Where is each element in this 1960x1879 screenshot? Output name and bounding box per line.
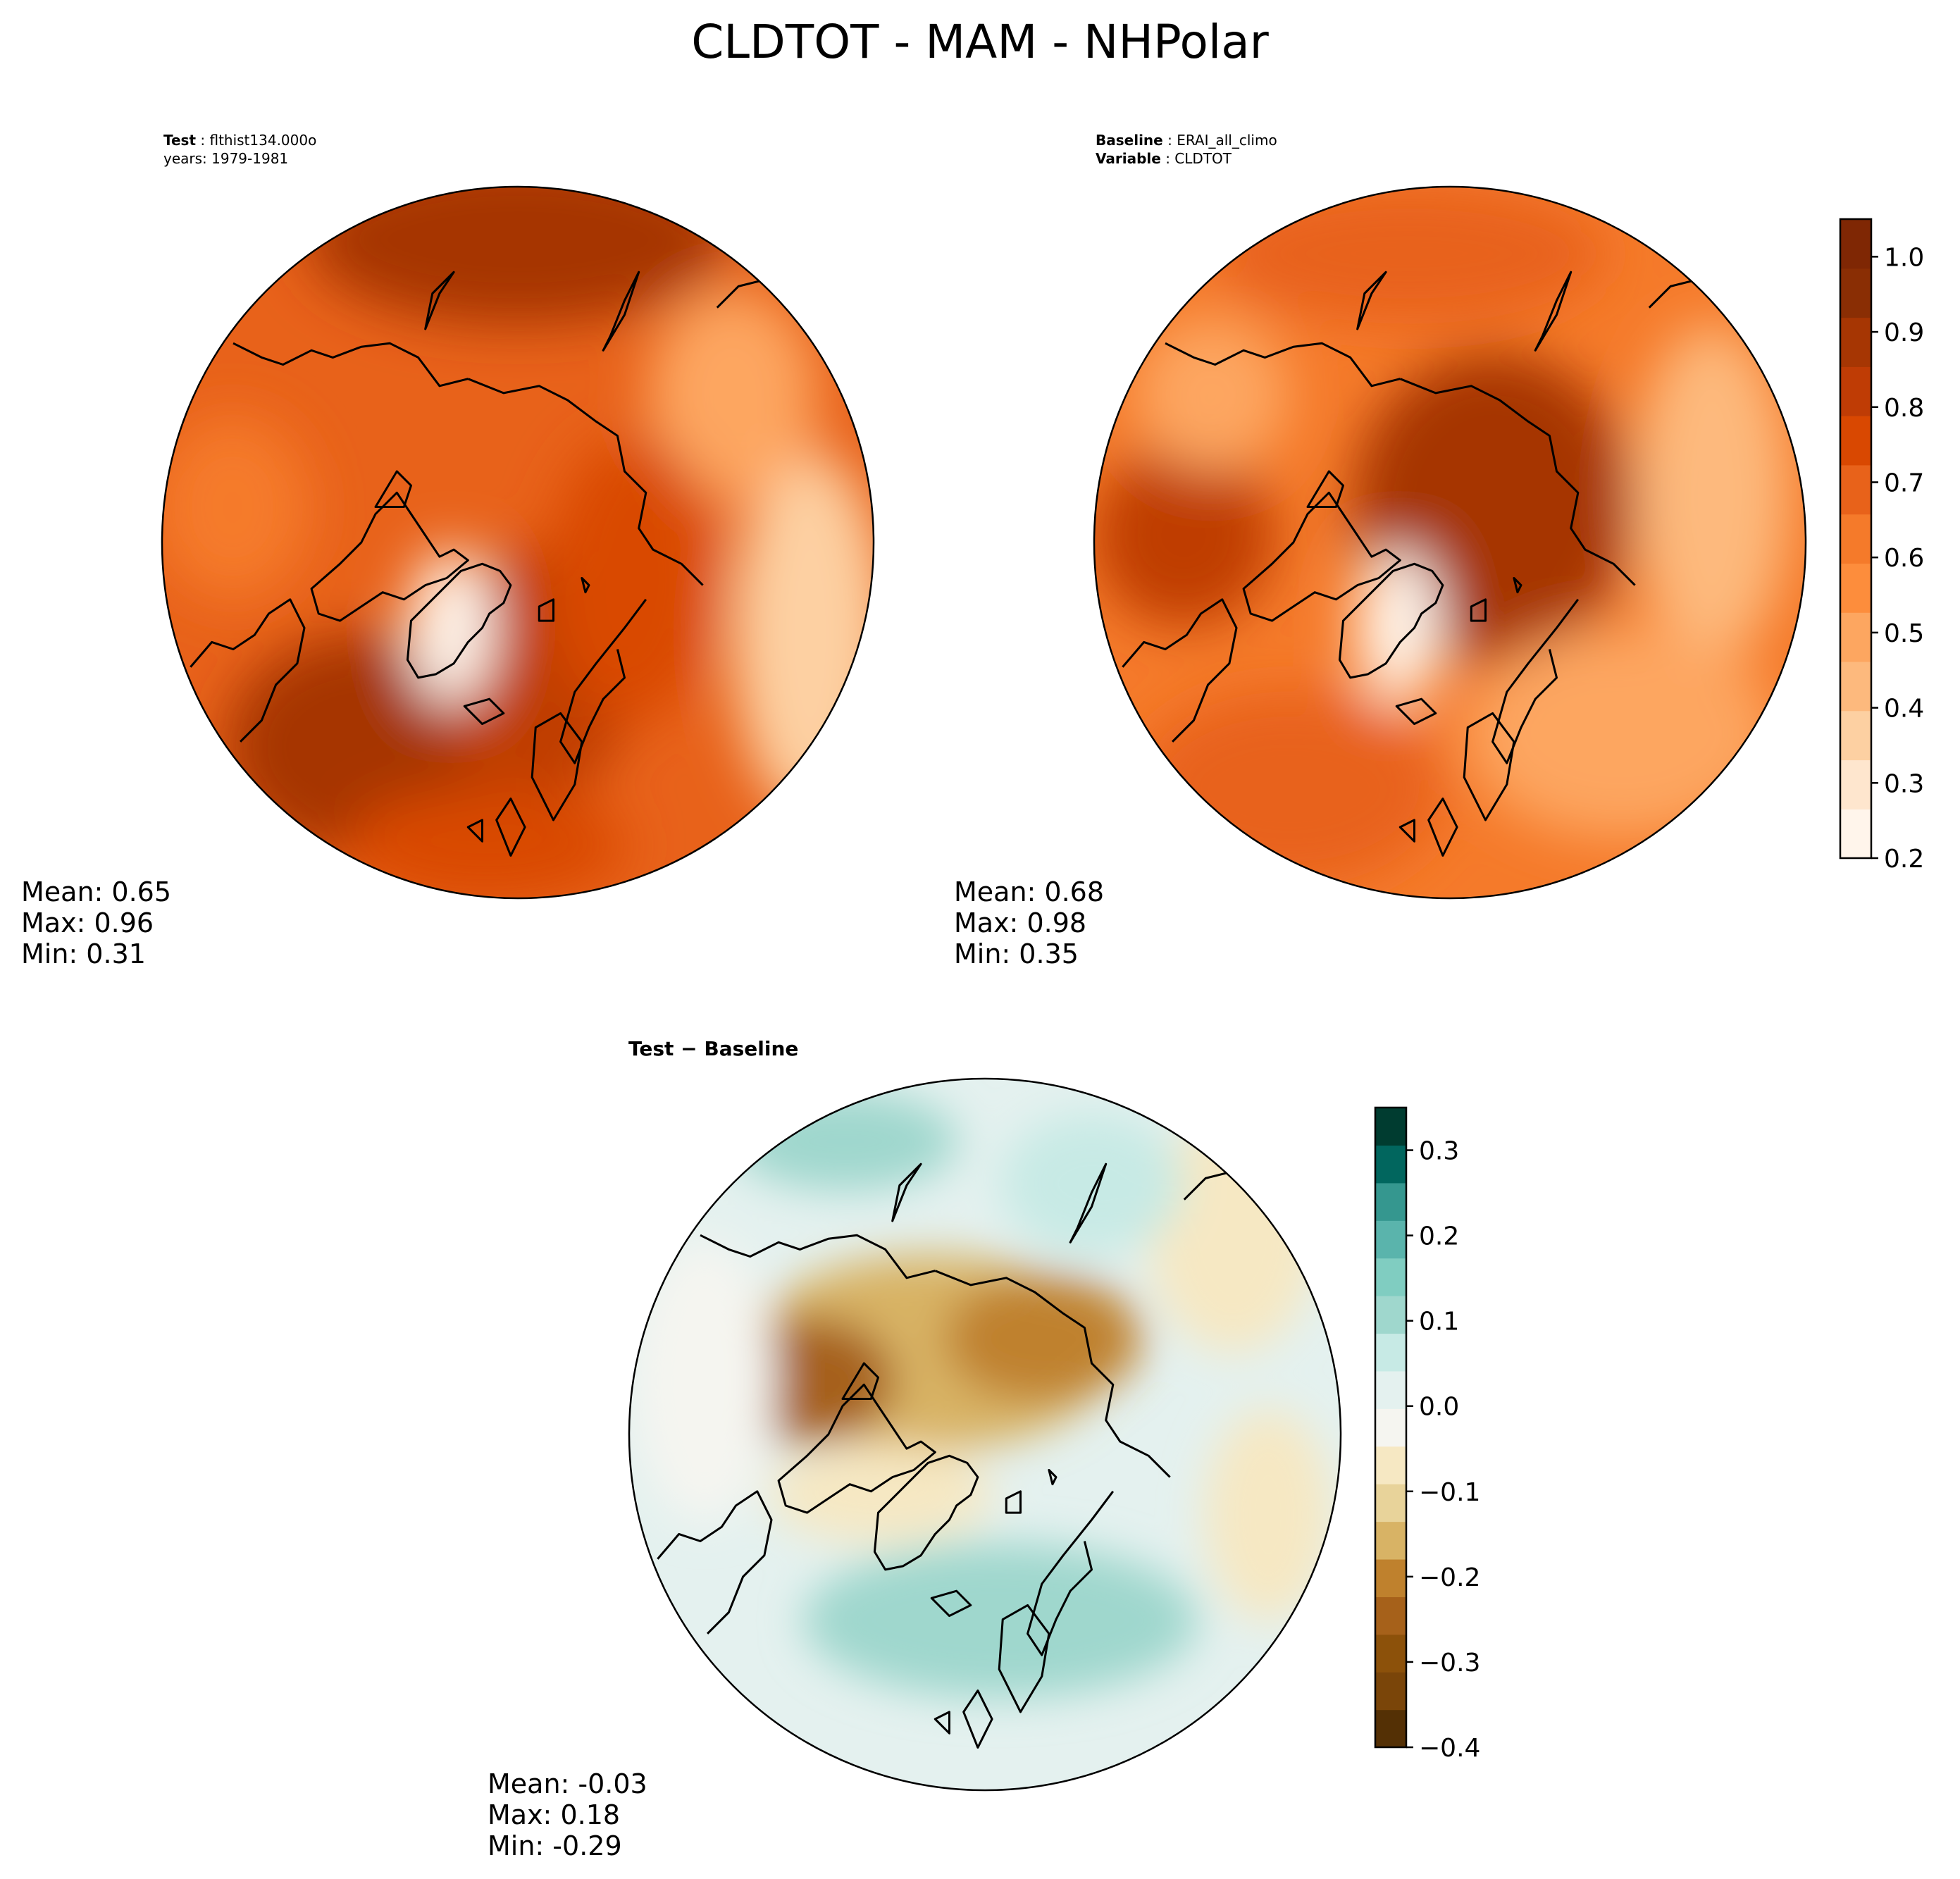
difference-colorbar-band <box>1375 1672 1406 1711</box>
difference-colorbar-band <box>1375 1258 1406 1296</box>
test-stat-min: Min: 0.31 <box>21 938 146 969</box>
test-header-label: Test <box>163 132 196 149</box>
difference-colorbar-tick-label: −0.1 <box>1419 1478 1480 1507</box>
difference-colorbar-tick-label: 0.2 <box>1419 1222 1459 1251</box>
baseline-header-line1: Baseline : ERAI_all_climo <box>1096 132 1277 149</box>
value-colorbar-tick-label: 0.9 <box>1884 318 1924 347</box>
test-case-name: flthist134.000o <box>209 132 316 149</box>
test-map <box>162 187 874 898</box>
baseline-header-label: Baseline <box>1096 132 1163 149</box>
difference-colorbar-band <box>1375 1333 1406 1372</box>
baseline-stat-min: Min: 0.35 <box>954 938 1079 969</box>
difference-map-border <box>628 1077 1342 1792</box>
difference-stat-min: Min: -0.29 <box>488 1830 622 1861</box>
test-header-line1: Test : flthist134.000o <box>163 132 316 149</box>
value-colorbar-tick-label: 0.3 <box>1884 769 1924 798</box>
value-colorbar-frame <box>1839 218 1873 860</box>
figure-title: CLDTOT - MAM - NHPolar <box>691 15 1269 69</box>
difference-colorbar-band <box>1375 1484 1406 1523</box>
difference-colorbar-frame <box>1374 1106 1408 1749</box>
difference-stat-mean: Mean: -0.03 <box>488 1768 647 1799</box>
difference-colorbar-tick-label: −0.4 <box>1419 1734 1480 1763</box>
variable-label: Variable <box>1096 150 1161 167</box>
value-colorbar-tick-label: 1.0 <box>1884 243 1924 272</box>
value-colorbar-tick-label: 0.4 <box>1884 695 1924 724</box>
difference-panel: Test − Baseline Mean: -0.03 Max: 0.18 Mi… <box>488 1037 1480 1861</box>
baseline-stat-mean: Mean: 0.68 <box>954 876 1104 907</box>
value-colorbar-band <box>1840 710 1871 761</box>
difference-colorbar-band <box>1375 1296 1406 1334</box>
difference-colorbar-band <box>1375 1521 1406 1560</box>
difference-colorbar-band <box>1375 1220 1406 1259</box>
baseline-panel: Baseline : ERAI_all_climo Variable : CLD… <box>954 132 1924 969</box>
difference-colorbar-band <box>1375 1145 1406 1184</box>
difference-colorbar-tick-label: 0.1 <box>1419 1308 1459 1337</box>
baseline-stat-max: Max: 0.98 <box>954 907 1086 938</box>
value-colorbar-band <box>1840 809 1871 859</box>
test-stat-mean: Mean: 0.65 <box>21 876 171 907</box>
difference-colorbar: −0.4 −0.3 −0.2 −0.1 0.0 0.1 0.2 0.3 <box>1374 1106 1480 1763</box>
baseline-header-line2: Variable : CLDTOT <box>1096 150 1232 167</box>
value-colorbar-band <box>1840 219 1871 269</box>
test-years: years: 1979-1981 <box>163 150 288 167</box>
value-colorbar-band <box>1840 612 1871 662</box>
variable-name: CLDTOT <box>1174 150 1232 167</box>
test-stat-max: Max: 0.96 <box>21 907 154 938</box>
difference-colorbar-band <box>1375 1370 1406 1409</box>
value-colorbar-band <box>1840 563 1871 613</box>
difference-stat-max: Max: 0.18 <box>488 1799 620 1830</box>
value-colorbar-tick-label: 0.6 <box>1884 544 1924 573</box>
value-colorbar-tick-label: 0.8 <box>1884 394 1924 423</box>
value-colorbar-band <box>1840 661 1871 712</box>
value-colorbar-tick-label: 0.5 <box>1884 619 1924 648</box>
difference-header: Test − Baseline <box>628 1037 798 1060</box>
difference-colorbar-band <box>1375 1108 1406 1146</box>
baseline-map-border <box>1093 185 1807 900</box>
test-map-border <box>161 185 875 900</box>
difference-colorbar-tick-label: 0.3 <box>1419 1137 1459 1166</box>
difference-colorbar-band <box>1375 1446 1406 1484</box>
baseline-map <box>1094 187 1806 898</box>
difference-colorbar-tick-label: −0.2 <box>1419 1563 1480 1592</box>
value-colorbar-band <box>1840 416 1871 466</box>
difference-colorbar-band <box>1375 1182 1406 1221</box>
value-colorbar-band <box>1840 514 1871 564</box>
difference-colorbar-band <box>1375 1596 1406 1635</box>
value-colorbar-tick-label: 0.7 <box>1884 469 1924 497</box>
value-colorbar-band <box>1840 268 1871 318</box>
baseline-name: ERAI_all_climo <box>1177 132 1277 149</box>
difference-colorbar-band <box>1375 1408 1406 1447</box>
value-colorbar-band <box>1840 759 1871 810</box>
value-colorbar: 0.2 0.3 0.4 0.5 0.6 0.7 0.8 0.9 1.0 <box>1839 218 1924 874</box>
difference-colorbar-tick-label: 0.0 <box>1419 1393 1459 1422</box>
difference-colorbar-tick-label: −0.3 <box>1419 1649 1480 1678</box>
difference-colorbar-band <box>1375 1709 1406 1748</box>
difference-map <box>629 1079 1341 1790</box>
difference-colorbar-band <box>1375 1558 1406 1597</box>
value-colorbar-band <box>1840 317 1871 367</box>
difference-colorbar-band <box>1375 1634 1406 1673</box>
value-colorbar-band <box>1840 464 1871 515</box>
value-colorbar-band <box>1840 366 1871 416</box>
test-panel: Test : flthist134.000o years: 1979-1981 … <box>21 132 875 969</box>
value-colorbar-tick-label: 0.2 <box>1884 845 1924 874</box>
